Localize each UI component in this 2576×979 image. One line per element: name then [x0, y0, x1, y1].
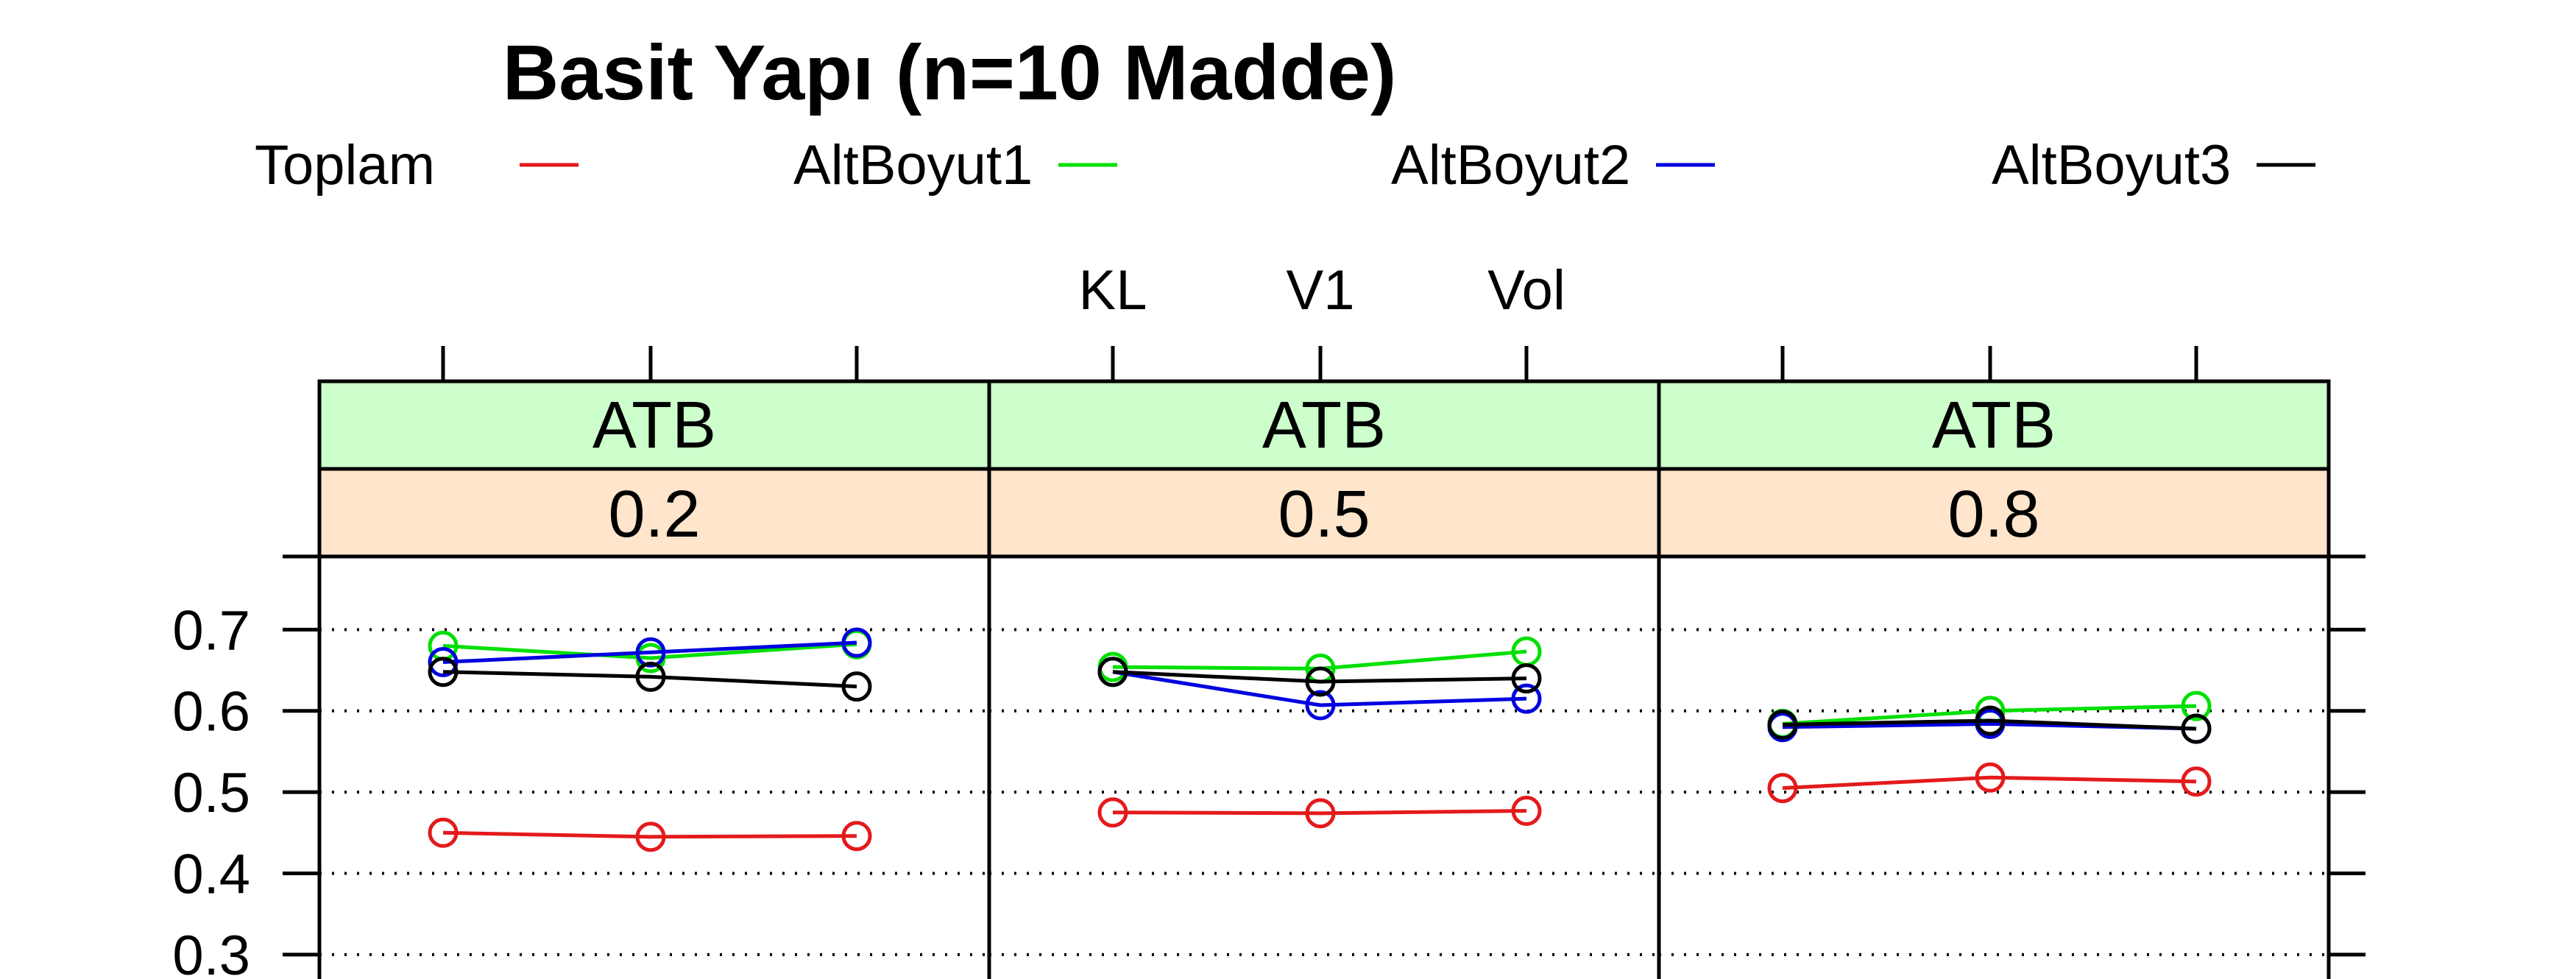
point-toplam-kl [1767, 773, 1798, 804]
strip-top-label: ATB [1262, 389, 1386, 462]
panel-0-8: ATB 0.8 [1657, 379, 2331, 979]
series-line-altboyut2 [1112, 670, 1527, 707]
panel-0-5: ATB 0.5 [987, 379, 1661, 979]
panels: ATB 0.2 ATB 0.5 ATB 0.8 [317, 379, 2331, 979]
series-line-altboyut1 [442, 642, 857, 660]
point-altboyut2-v1 [635, 637, 666, 668]
point-altboyut2-kl [428, 647, 459, 677]
point-altboyut3-vol [1511, 663, 1542, 694]
x-tick-label-vol: Vol [1487, 259, 1565, 322]
point-altboyut1-vol [2181, 690, 2212, 721]
point-altboyut3-kl [1767, 709, 1798, 740]
strip-top-label: ATB [592, 389, 716, 462]
point-altboyut3-kl [428, 657, 459, 688]
panel-0-2: ATB 0.2 [317, 379, 991, 979]
series-line-altboyut3 [1112, 670, 1527, 684]
point-altboyut2-vol [1511, 683, 1542, 714]
point-toplam-v1 [1305, 798, 1336, 829]
legend: Toplam AltBoyut1 AltBoyut2 AltBoyut3 [255, 134, 2315, 197]
point-altboyut2-v1 [1305, 690, 1336, 721]
x-tick-label-v1: V1 [1287, 259, 1355, 322]
point-toplam-vol [841, 821, 872, 852]
strip-bottom [317, 467, 991, 559]
left-axis: 0.3 0.4 0.5 0.6 0.7 [172, 554, 2366, 979]
point-altboyut3-vol [841, 671, 872, 702]
series-line-altboyut3 [1782, 718, 2197, 731]
legend-label-altboyut3: AltBoyut3 [1992, 134, 2231, 197]
y-tick-label-0-4: 0.4 [172, 844, 250, 906]
point-toplam-kl [428, 817, 459, 848]
strip-top [317, 379, 991, 471]
point-toplam-vol [2181, 766, 2212, 797]
y-tick-label-0-6: 0.6 [172, 681, 250, 743]
point-toplam-vol [1511, 796, 1542, 827]
legend-label-altboyut2: AltBoyut2 [1391, 134, 1630, 197]
point-toplam-v1 [1975, 762, 2006, 793]
y-tick-label-0-5: 0.5 [172, 762, 250, 824]
strip-top-label: ATB [1932, 389, 2056, 462]
y-tick-label-0-3: 0.3 [172, 925, 250, 979]
point-altboyut3-vol [2181, 713, 2212, 744]
series-line-altboyut3 [442, 670, 857, 689]
series-line-altboyut2 [442, 640, 857, 664]
strip-bottom-label: 0.5 [1278, 478, 1370, 551]
series-line-toplam [1782, 775, 2197, 791]
strip-bottom-label: 0.2 [608, 478, 700, 551]
y-tick-label-0-7: 0.7 [172, 599, 250, 662]
legend-label-toplam: Toplam [255, 134, 435, 197]
strip-top [1657, 379, 2331, 471]
chart-title: Basit Yapı (n=10 Madde) [503, 29, 1397, 116]
point-altboyut3-v1 [635, 661, 666, 692]
x-tick-label-kl: KL [1079, 259, 1147, 322]
point-altboyut3-v1 [1305, 666, 1336, 697]
series-line-toplam [1112, 809, 1527, 816]
point-altboyut2-vol [841, 627, 872, 658]
strip-bottom-label: 0.8 [1947, 478, 2039, 551]
point-toplam-v1 [635, 821, 666, 852]
point-toplam-kl [1097, 797, 1128, 828]
series-line-toplam [442, 830, 857, 839]
point-altboyut3-v1 [1975, 705, 2006, 736]
legend-label-altboyut1: AltBoyut1 [793, 134, 1033, 197]
top-axis: KL V1 Vol [441, 259, 2198, 381]
point-altboyut3-kl [1097, 657, 1128, 688]
